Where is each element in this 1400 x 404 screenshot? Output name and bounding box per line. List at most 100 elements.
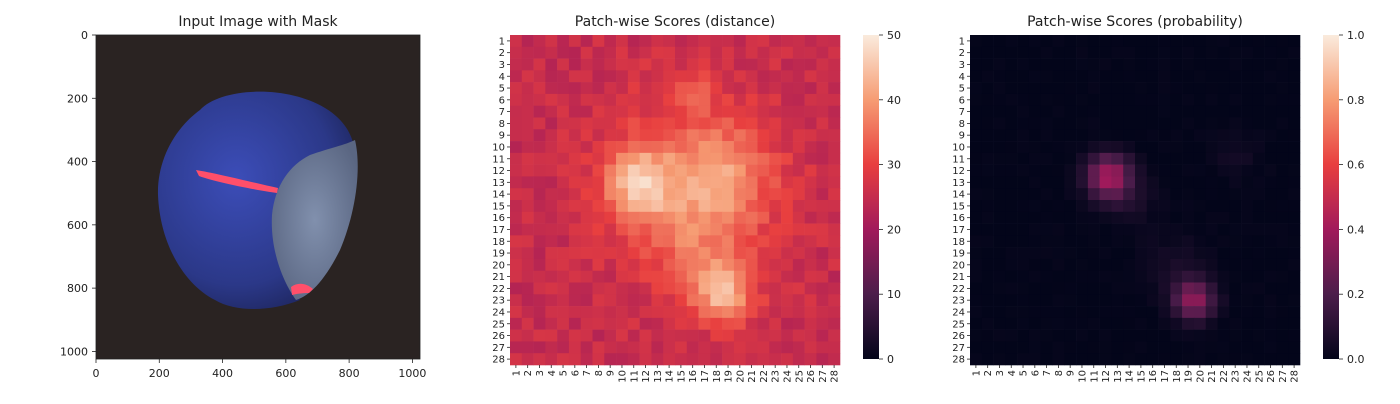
- heatmap-cell: [1288, 46, 1301, 59]
- heatmap-cell: [1158, 82, 1171, 95]
- heatmap-cell: [1040, 329, 1053, 342]
- heatmap-cell: [1064, 282, 1077, 295]
- heatmap-cell: [545, 58, 558, 71]
- y-tick-label: 14: [952, 190, 965, 201]
- heatmap-cell: [616, 200, 629, 213]
- heatmap-cell: [769, 46, 782, 59]
- heatmap-cell: [1288, 329, 1301, 342]
- heatmap-cell: [675, 235, 688, 248]
- heatmap-cell: [710, 306, 723, 319]
- heatmap-cell: [521, 211, 534, 224]
- heatmap-cell: [1052, 82, 1065, 95]
- heatmap-cell: [792, 141, 805, 154]
- heatmap-cell: [557, 141, 570, 154]
- heatmap-cell: [1229, 58, 1242, 71]
- heatmap-cell: [710, 141, 723, 154]
- heatmap-cell: [545, 341, 558, 354]
- y-tick: 28: [492, 355, 510, 366]
- heatmap-cell: [1170, 247, 1183, 260]
- heatmap-cell: [792, 235, 805, 248]
- heatmap-cell: [1028, 282, 1042, 295]
- y-tick-label: 13: [492, 178, 505, 189]
- heatmap-cell: [1193, 223, 1207, 236]
- colorbar-tick: 30: [879, 159, 901, 172]
- heatmap-cell: [1170, 294, 1183, 307]
- y-axis: 1234567891011121314151617181920212223242…: [492, 36, 510, 366]
- heatmap-cell: [545, 129, 558, 142]
- heatmap-cell: [1264, 282, 1277, 295]
- heatmap-cell: [804, 117, 817, 130]
- heatmap-cell: [568, 294, 582, 307]
- heatmap-cell: [1217, 176, 1230, 189]
- heatmap-cell: [1064, 152, 1077, 165]
- heatmap-cell: [1017, 282, 1030, 295]
- heatmap-cell: [568, 93, 582, 107]
- heatmap-cell: [1205, 282, 1218, 295]
- heatmap-cell: [592, 270, 605, 283]
- y-tick: 10: [492, 142, 510, 153]
- heatmap-cell: [804, 211, 817, 224]
- heatmap-cell: [816, 70, 829, 83]
- heatmap-cell: [722, 294, 735, 307]
- heatmap-cell: [1005, 247, 1018, 260]
- heatmap-cell: [1193, 188, 1207, 201]
- heatmap-cell: [1087, 70, 1100, 83]
- y-tick: 14: [492, 190, 510, 201]
- heatmap-cell: [627, 164, 640, 177]
- heatmap-cell: [1229, 46, 1242, 59]
- y-tick-label: 22: [952, 284, 965, 295]
- heatmap-cell: [592, 294, 605, 307]
- heatmap-cell: [510, 200, 523, 213]
- heatmap-cell: [722, 200, 735, 213]
- heatmap-cell: [1017, 223, 1030, 236]
- x-tick-label: 14: [665, 370, 676, 383]
- heatmap-cell: [1158, 294, 1171, 307]
- heatmap-cell: [757, 341, 770, 354]
- heatmap-cell: [981, 164, 994, 177]
- heatmap-cell: [1276, 247, 1289, 260]
- heatmap-cell: [1017, 353, 1030, 366]
- heatmap-cell: [1288, 176, 1301, 189]
- heatmap-cell: [1229, 129, 1242, 142]
- heatmap-cell: [1288, 353, 1301, 366]
- heatmap-cell: [1028, 317, 1042, 330]
- heatmap-cell: [616, 141, 629, 154]
- heatmap-cell: [1193, 70, 1207, 83]
- heatmap-cell: [1217, 70, 1230, 83]
- heatmap-cell: [1252, 35, 1265, 48]
- heatmap-cell: [804, 329, 817, 342]
- heatmap-cell: [1099, 141, 1112, 154]
- heatmap-cell: [639, 152, 652, 165]
- heatmap-cell: [1252, 270, 1265, 283]
- heatmap-cell: [698, 282, 711, 295]
- heatmap-cell: [1111, 58, 1124, 71]
- y-tick: 13: [492, 178, 510, 189]
- heatmap-cell: [1005, 58, 1018, 71]
- heatmap-cell: [651, 93, 664, 107]
- x-tick: 0: [93, 359, 100, 380]
- heatmap-cell: [568, 223, 582, 236]
- heatmap-cell: [651, 129, 664, 142]
- heatmap-cell: [616, 282, 629, 295]
- heatmap-cell: [1087, 247, 1100, 260]
- colorbar-tick: 0.2: [1339, 288, 1365, 301]
- heatmap-cell: [722, 58, 735, 71]
- heatmap-cell: [1146, 141, 1159, 154]
- heatmap-cell: [557, 258, 570, 272]
- heatmap-cell: [745, 270, 758, 283]
- heatmap-cell: [1040, 93, 1053, 107]
- heatmap-cell: [828, 306, 841, 319]
- heatmap-cell: [1064, 247, 1077, 260]
- heatmap-cell: [627, 105, 640, 118]
- heatmap-cell: [663, 270, 676, 283]
- heatmap-cell: [580, 35, 593, 48]
- heatmap-cell: [592, 188, 605, 201]
- heatmap-cell: [1099, 223, 1112, 236]
- heatmap-cell: [1123, 82, 1136, 95]
- heatmap-cell: [1111, 93, 1124, 107]
- heatmap-cell: [1123, 223, 1136, 236]
- heatmap-cell: [769, 329, 782, 342]
- heatmap-cell: [675, 329, 688, 342]
- heatmap-cell: [970, 270, 983, 283]
